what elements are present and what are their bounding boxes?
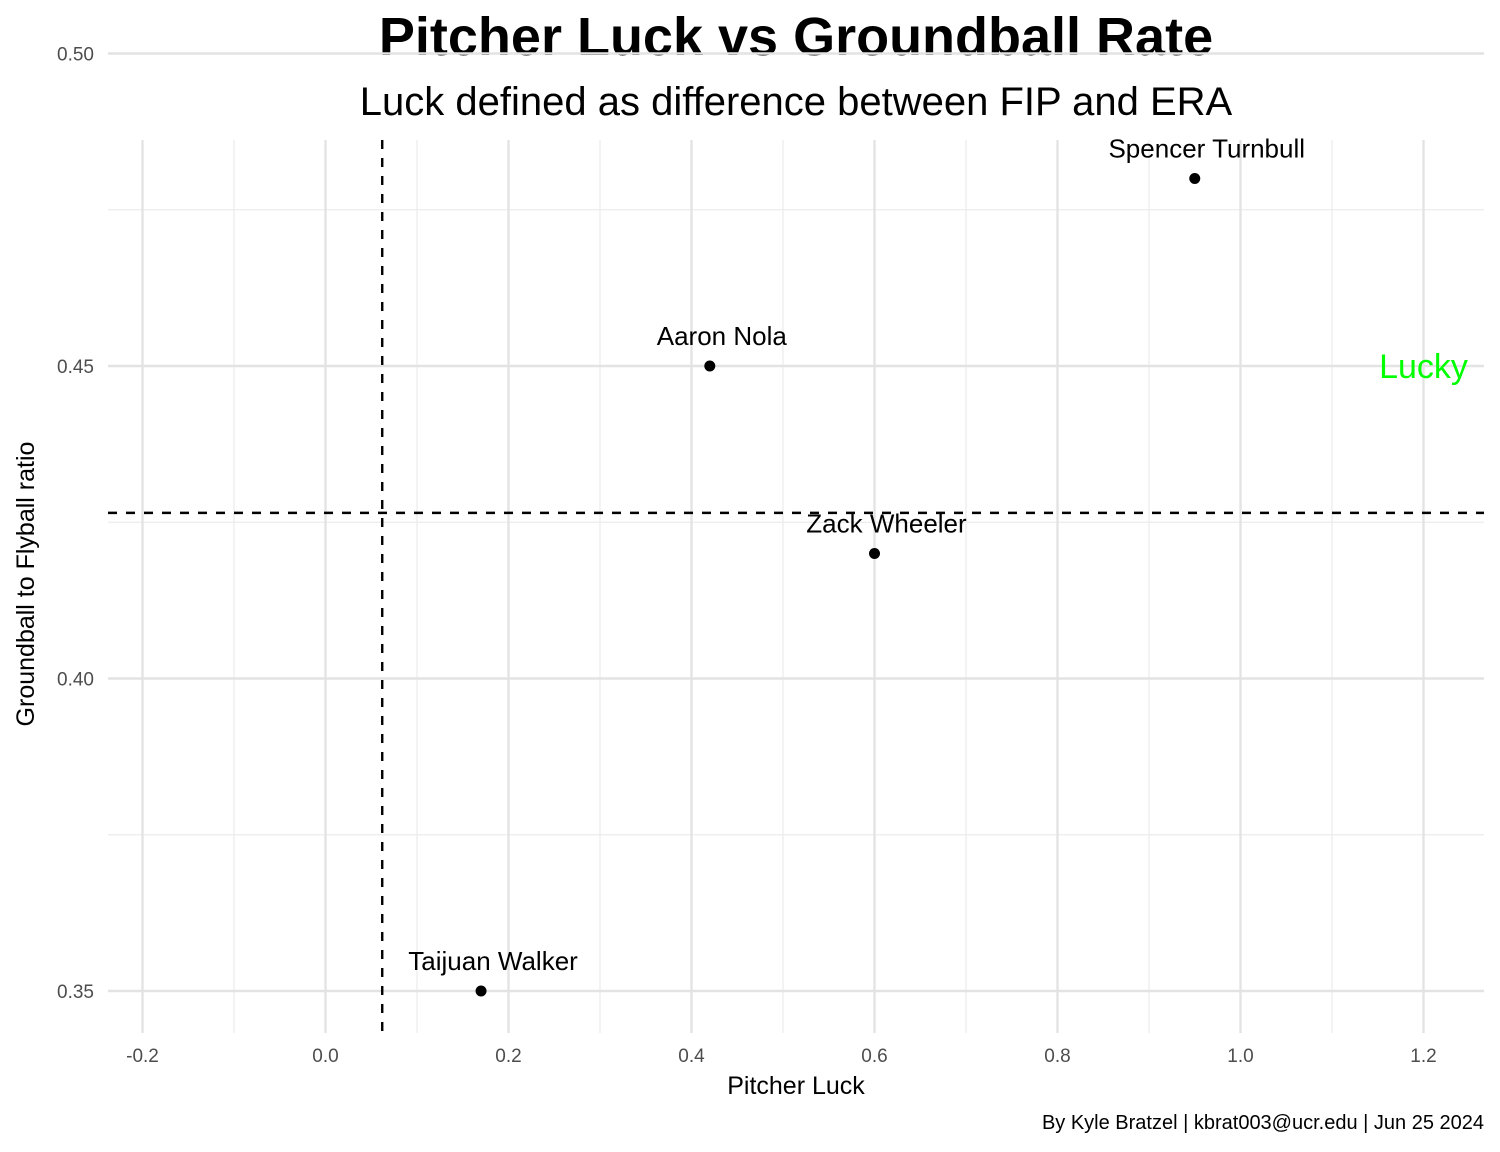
point-label: Aaron Nola [657,321,788,351]
major-gridlines [108,52,1484,1033]
data-point [704,360,716,372]
data-point [1189,173,1201,184]
x-tick-label: 1.0 [1227,1046,1253,1067]
x-axis-ticks: -0.2 0.0 0.2 0.4 0.6 0.8 1.0 1.2 [126,1046,1437,1067]
y-tick-label: 0.45 [57,357,94,378]
annotation-label: Lucky [1379,348,1468,386]
x-tick-label: 0.4 [678,1046,705,1067]
point-labels: Cristopher SánchezRanger SuárezSpencer T… [408,134,1305,977]
x-axis-title: Pitcher Luck [727,1072,865,1100]
chart-caption: By Kyle Bratzel | kbrat003@ucr.edu | Jun… [1041,1112,1484,1134]
chart-subtitle: Luck defined as difference between FIP a… [359,80,1233,124]
y-tick-label: 0.50 [57,45,94,66]
x-tick-label: -0.2 [126,1046,159,1067]
minor-gridlines [108,140,1484,1033]
y-tick-label: 0.35 [57,982,94,1003]
x-tick-label: 0.6 [861,1046,887,1067]
data-point [869,548,880,559]
data-points [475,173,1201,997]
x-tick-label: 0.2 [495,1046,521,1067]
y-tick-label: 0.40 [57,670,94,691]
x-tick-label: 0.0 [312,1046,338,1067]
x-tick-label: 1.2 [1410,1046,1436,1067]
chart-title: Pitcher Luck vs Groundball Rate [378,7,1214,67]
reference-lines [108,140,1484,1033]
data-point [475,985,487,997]
point-label: Spencer Turnbull [1108,134,1305,164]
y-axis-title: Groundball to Flyball ratio [12,442,40,727]
quadrant-annotations: UnluckyLucky [1379,348,1468,386]
point-label: Taijuan Walker [408,946,578,976]
point-label: Zack Wheeler [806,509,967,539]
x-tick-label: 0.8 [1044,1046,1070,1067]
y-axis-ticks: 0.350.400.450.500.550.60 [57,45,94,1004]
